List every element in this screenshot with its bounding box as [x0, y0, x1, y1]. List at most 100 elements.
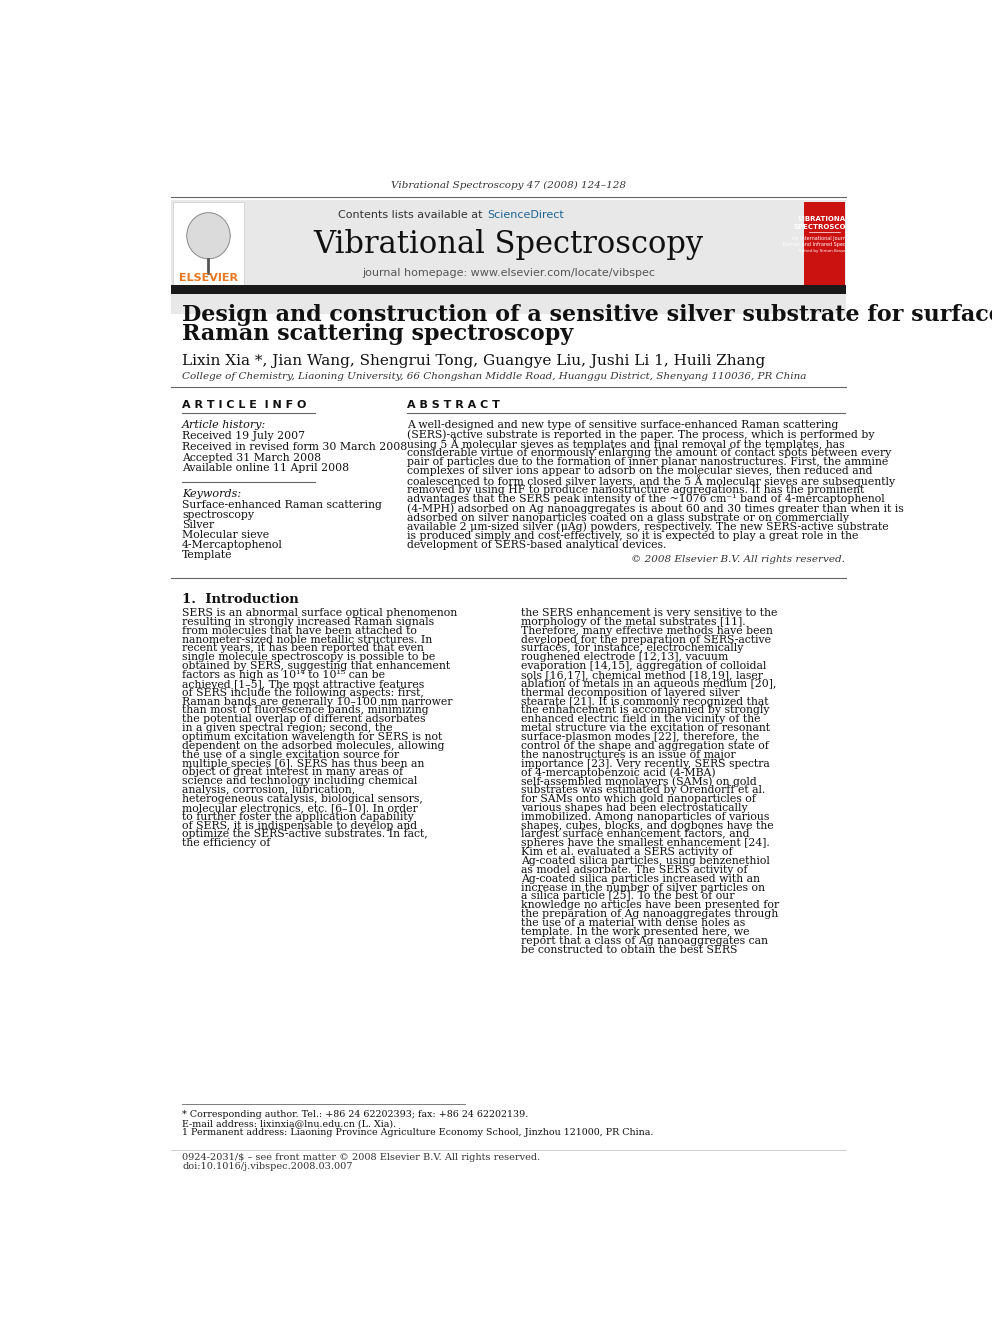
Text: dependent on the adsorbed molecules, allowing: dependent on the adsorbed molecules, all…	[183, 741, 444, 751]
Text: 0924-2031/$ – see front matter © 2008 Elsevier B.V. All rights reserved.: 0924-2031/$ – see front matter © 2008 El…	[183, 1152, 541, 1162]
Text: doi:10.1016/j.vibspec.2008.03.007: doi:10.1016/j.vibspec.2008.03.007	[183, 1162, 352, 1171]
Text: knowledge no articles have been presented for: knowledge no articles have been presente…	[521, 900, 779, 910]
Text: optimum excitation wavelength for SERS is not: optimum excitation wavelength for SERS i…	[183, 732, 442, 742]
Text: for SAMs onto which gold nanoparticles of: for SAMs onto which gold nanoparticles o…	[521, 794, 756, 804]
Text: Surface-enhanced Raman scattering: Surface-enhanced Raman scattering	[183, 500, 382, 511]
Bar	[805, 202, 845, 288]
Text: template. In the work presented here, we: template. In the work presented here, we	[521, 927, 749, 937]
Text: spheres have the smallest enhancement [24].: spheres have the smallest enhancement [2…	[521, 839, 770, 848]
Text: of SERS include the following aspects: first,: of SERS include the following aspects: f…	[183, 688, 424, 697]
Text: Template: Template	[183, 550, 233, 561]
Text: be constructed to obtain the best SERS: be constructed to obtain the best SERS	[521, 945, 737, 955]
Text: adsorbed on silver nanoparticles coated on a glass substrate or on commercially: adsorbed on silver nanoparticles coated …	[407, 512, 849, 523]
Text: the SERS enhancement is very sensitive to the: the SERS enhancement is very sensitive t…	[521, 609, 777, 618]
Bar	[173, 202, 244, 288]
Text: Edited by Simon Kesseler: Edited by Simon Kesseler	[799, 249, 850, 253]
Text: morphology of the metal substrates [11].: morphology of the metal substrates [11].	[521, 617, 745, 627]
Text: advantages that the SERS peak intensity of the ~1076 cm⁻¹ band of 4-mercaptophen: advantages that the SERS peak intensity …	[407, 493, 885, 504]
Text: various shapes had been electrostatically: various shapes had been electrostaticall…	[521, 803, 747, 812]
Text: 1.  Introduction: 1. Introduction	[183, 593, 299, 606]
Text: object of great interest in many areas of: object of great interest in many areas o…	[183, 767, 404, 778]
Text: (4-MPH) adsorbed on Ag nanoaggregates is about 60 and 30 times greater than when: (4-MPH) adsorbed on Ag nanoaggregates is…	[407, 503, 904, 513]
Text: the enhancement is accompanied by strongly: the enhancement is accompanied by strong…	[521, 705, 770, 716]
Text: using 5 Å molecular sieves as templates and final removal of the templates, has: using 5 Å molecular sieves as templates …	[407, 437, 844, 450]
Text: than most of fluorescence bands, minimizing: than most of fluorescence bands, minimiz…	[183, 705, 429, 716]
Text: substrates was estimated by Orendorff et al.: substrates was estimated by Orendorff et…	[521, 785, 765, 795]
Text: Accepted 31 March 2008: Accepted 31 March 2008	[183, 452, 321, 463]
Text: Received 19 July 2007: Received 19 July 2007	[183, 431, 306, 441]
Text: importance [23]. Very recently, SERS spectra: importance [23]. Very recently, SERS spe…	[521, 758, 770, 769]
Text: Raman bands are generally 10–100 nm narrower: Raman bands are generally 10–100 nm narr…	[183, 697, 452, 706]
Text: spectroscopy: spectroscopy	[183, 511, 254, 520]
Polygon shape	[186, 213, 230, 259]
Text: stearate [21]. It is commonly recognized that: stearate [21]. It is commonly recognized…	[521, 697, 768, 706]
Text: pair of particles due to the formation of inner planar nanostructures. First, th: pair of particles due to the formation o…	[407, 458, 888, 467]
Text: sols [16,17], chemical method [18,19], laser: sols [16,17], chemical method [18,19], l…	[521, 669, 763, 680]
Text: roughened electrode [12,13], vacuum: roughened electrode [12,13], vacuum	[521, 652, 728, 663]
Text: the preparation of Ag nanoaggregates through: the preparation of Ag nanoaggregates thr…	[521, 909, 778, 919]
Text: developed for the preparation of SERS-active: developed for the preparation of SERS-ac…	[521, 635, 771, 644]
Text: single molecule spectroscopy is possible to be: single molecule spectroscopy is possible…	[183, 652, 435, 663]
Text: obtained by SERS, suggesting that enhancement: obtained by SERS, suggesting that enhanc…	[183, 662, 450, 671]
Text: 1 Permanent address: Liaoning Province Agriculture Economy School, Jinzhou 12100: 1 Permanent address: Liaoning Province A…	[183, 1129, 654, 1138]
Text: Molecular sieve: Molecular sieve	[183, 531, 269, 540]
Text: optimize the SERS-active substrates. In fact,: optimize the SERS-active substrates. In …	[183, 830, 428, 839]
Text: (SERS)-active substrate is reported in the paper. The process, which is performe: (SERS)-active substrate is reported in t…	[407, 429, 874, 439]
Text: science and technology including chemical: science and technology including chemica…	[183, 777, 418, 786]
Text: considerable virtue of enormously enlarging the amount of contact spots between : considerable virtue of enormously enlarg…	[407, 448, 891, 458]
Text: metal structure via the excitation of resonant: metal structure via the excitation of re…	[521, 724, 770, 733]
Text: Ag-coated silica particles increased with an: Ag-coated silica particles increased wit…	[521, 873, 760, 884]
Text: enhanced electric field in the vicinity of the: enhanced electric field in the vicinity …	[521, 714, 760, 724]
Text: largest surface enhancement factors, and: largest surface enhancement factors, and	[521, 830, 749, 839]
Text: to further foster the application capability: to further foster the application capabi…	[183, 812, 414, 822]
Text: analysis, corrosion, lubrication,: analysis, corrosion, lubrication,	[183, 785, 355, 795]
Text: Vibrational Spectroscopy 47 (2008) 124–128: Vibrational Spectroscopy 47 (2008) 124–1…	[391, 181, 626, 191]
Text: thermal decomposition of layered silver: thermal decomposition of layered silver	[521, 688, 739, 697]
Text: Therefore, many effective methods have been: Therefore, many effective methods have b…	[521, 626, 773, 636]
Text: evaporation [14,15], aggregation of colloidal: evaporation [14,15], aggregation of coll…	[521, 662, 766, 671]
Text: Available online 11 April 2008: Available online 11 April 2008	[183, 463, 349, 474]
Text: VIBRATIONAL: VIBRATIONAL	[799, 216, 851, 222]
Text: a silica particle [25]. To the best of our: a silica particle [25]. To the best of o…	[521, 892, 734, 901]
Text: Silver: Silver	[183, 520, 214, 531]
Text: SERS is an abnormal surface optical phenomenon: SERS is an abnormal surface optical phen…	[183, 609, 457, 618]
Text: the potential overlap of different adsorbates: the potential overlap of different adsor…	[183, 714, 426, 724]
Text: molecular electronics, etc. [6–10]. In order: molecular electronics, etc. [6–10]. In o…	[183, 803, 418, 812]
Text: Raman and Infrared Spectroscopy: Raman and Infrared Spectroscopy	[783, 242, 866, 246]
Text: Lixin Xia *, Jian Wang, Shengrui Tong, Guangye Liu, Jushi Li 1, Huili Zhang: Lixin Xia *, Jian Wang, Shengrui Tong, G…	[183, 355, 766, 368]
Text: the use of a single excitation source for: the use of a single excitation source fo…	[183, 750, 399, 759]
Text: complexes of silver ions appear to adsorb on the molecular sieves, then reduced : complexes of silver ions appear to adsor…	[407, 467, 872, 476]
Text: multiple species [6]. SERS has thus been an: multiple species [6]. SERS has thus been…	[183, 758, 425, 769]
Text: coalescenced to form closed silver layers, and the 5 Å molecular sieves are subs: coalescenced to form closed silver layer…	[407, 474, 895, 487]
Text: ablation of metals in an aqueous medium [20],: ablation of metals in an aqueous medium …	[521, 679, 776, 689]
Bar	[171, 284, 846, 294]
Text: Design and construction of a sensitive silver substrate for surface-enhanced: Design and construction of a sensitive s…	[183, 304, 992, 325]
Text: increase in the number of silver particles on: increase in the number of silver particl…	[521, 882, 765, 893]
Text: © 2008 Elsevier B.V. All rights reserved.: © 2008 Elsevier B.V. All rights reserved…	[631, 554, 845, 564]
Text: of SERS, it is indispensable to develop and: of SERS, it is indispensable to develop …	[183, 820, 418, 831]
Text: A R T I C L E  I N F O: A R T I C L E I N F O	[183, 400, 307, 410]
Text: ELSEVIER: ELSEVIER	[179, 273, 238, 283]
Text: the nanostructures is an issue of major: the nanostructures is an issue of major	[521, 750, 735, 759]
Text: from molecules that have been attached to: from molecules that have been attached t…	[183, 626, 417, 636]
Text: nanometer-sized noble metallic structures. In: nanometer-sized noble metallic structure…	[183, 635, 433, 644]
Text: An International Journal of: An International Journal of	[793, 235, 857, 241]
Text: Keywords:: Keywords:	[183, 490, 241, 500]
Text: recent years, it has been reported that even: recent years, it has been reported that …	[183, 643, 424, 654]
Text: shapes, cubes, blocks, and dogbones have the: shapes, cubes, blocks, and dogbones have…	[521, 820, 774, 831]
Text: is produced simply and cost-effectively, so it is expected to play a great role : is produced simply and cost-effectively,…	[407, 531, 858, 541]
Text: resulting in strongly increased Raman signals: resulting in strongly increased Raman si…	[183, 617, 434, 627]
Text: Kim et al. evaluated a SERS activity of: Kim et al. evaluated a SERS activity of	[521, 847, 732, 857]
Text: Ag-coated silica particles, using benzenethiol: Ag-coated silica particles, using benzen…	[521, 856, 770, 867]
Text: the efficiency of: the efficiency of	[183, 839, 271, 848]
Text: Article history:: Article history:	[183, 421, 267, 430]
Text: Raman scattering spectroscopy: Raman scattering spectroscopy	[183, 323, 573, 345]
Text: development of SERS-based analytical devices.: development of SERS-based analytical dev…	[407, 540, 667, 550]
Text: journal homepage: www.elsevier.com/locate/vibspec: journal homepage: www.elsevier.com/locat…	[362, 267, 655, 278]
Text: heterogeneous catalysis, biological sensors,: heterogeneous catalysis, biological sens…	[183, 794, 423, 804]
Text: self-assembled monolayers (SAMs) on gold: self-assembled monolayers (SAMs) on gold	[521, 777, 757, 787]
Text: Contents lists available at: Contents lists available at	[338, 210, 486, 220]
Text: 4-Mercaptophenol: 4-Mercaptophenol	[183, 540, 283, 550]
Text: A B S T R A C T: A B S T R A C T	[407, 400, 500, 410]
Text: factors as high as 10¹⁴ to 10¹⁵ can be: factors as high as 10¹⁴ to 10¹⁵ can be	[183, 669, 385, 680]
